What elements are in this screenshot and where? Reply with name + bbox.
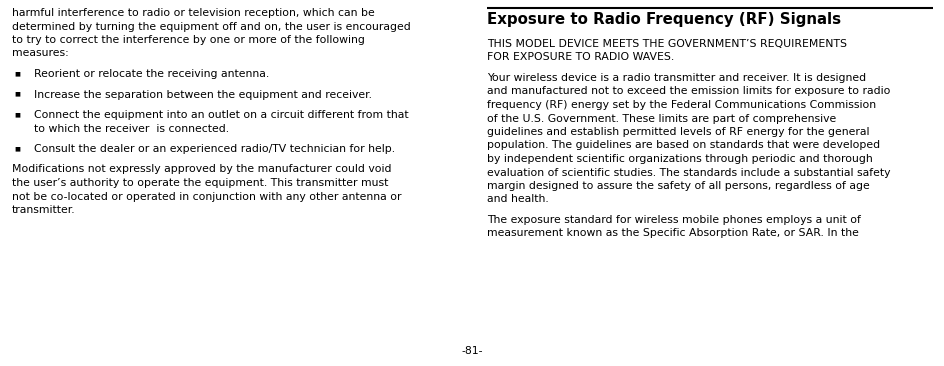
Text: not be co-located or operated in conjunction with any other antenna or: not be co-located or operated in conjunc… bbox=[12, 191, 401, 202]
Text: by independent scientific organizations through periodic and thorough: by independent scientific organizations … bbox=[486, 154, 872, 164]
Text: harmful interference to radio or television reception, which can be: harmful interference to radio or televis… bbox=[12, 8, 375, 18]
Text: to which the receiver  is connected.: to which the receiver is connected. bbox=[34, 123, 228, 134]
Text: guidelines and establish permitted levels of RF energy for the general: guidelines and establish permitted level… bbox=[486, 127, 868, 137]
Text: Connect the equipment into an outlet on a circuit different from that: Connect the equipment into an outlet on … bbox=[34, 110, 408, 120]
Text: and manufactured not to exceed the emission limits for exposure to radio: and manufactured not to exceed the emiss… bbox=[486, 86, 889, 97]
Text: ■: ■ bbox=[14, 112, 20, 117]
Text: FOR EXPOSURE TO RADIO WAVES.: FOR EXPOSURE TO RADIO WAVES. bbox=[486, 52, 673, 63]
Text: ■: ■ bbox=[14, 92, 20, 97]
Text: Reorient or relocate the receiving antenna.: Reorient or relocate the receiving anten… bbox=[34, 69, 269, 79]
Text: Modifications not expressly approved by the manufacturer could void: Modifications not expressly approved by … bbox=[12, 164, 391, 175]
Text: measures:: measures: bbox=[12, 49, 69, 59]
Text: Consult the dealer or an experienced radio/TV technician for help.: Consult the dealer or an experienced rad… bbox=[34, 144, 395, 154]
Text: -81-: -81- bbox=[462, 346, 482, 356]
Text: population. The guidelines are based on standards that were developed: population. The guidelines are based on … bbox=[486, 141, 879, 150]
Text: Exposure to Radio Frequency (RF) Signals: Exposure to Radio Frequency (RF) Signals bbox=[486, 12, 840, 27]
Text: frequency (RF) energy set by the Federal Communications Commission: frequency (RF) energy set by the Federal… bbox=[486, 100, 875, 110]
Text: to try to correct the interference by one or more of the following: to try to correct the interference by on… bbox=[12, 35, 364, 45]
Text: ■: ■ bbox=[14, 71, 20, 76]
Text: transmitter.: transmitter. bbox=[12, 205, 76, 215]
Text: the user’s authority to operate the equipment. This transmitter must: the user’s authority to operate the equi… bbox=[12, 178, 388, 188]
Text: measurement known as the Specific Absorption Rate, or SAR. In the: measurement known as the Specific Absorp… bbox=[486, 228, 858, 239]
Text: Your wireless device is a radio transmitter and receiver. It is designed: Your wireless device is a radio transmit… bbox=[486, 73, 866, 83]
Text: margin designed to assure the safety of all persons, regardless of age: margin designed to assure the safety of … bbox=[486, 181, 868, 191]
Text: THIS MODEL DEVICE MEETS THE GOVERNMENT’S REQUIREMENTS: THIS MODEL DEVICE MEETS THE GOVERNMENT’S… bbox=[486, 39, 846, 49]
Text: The exposure standard for wireless mobile phones employs a unit of: The exposure standard for wireless mobil… bbox=[486, 215, 860, 225]
Text: evaluation of scientific studies. The standards include a substantial safety: evaluation of scientific studies. The st… bbox=[486, 168, 889, 178]
Text: Increase the separation between the equipment and receiver.: Increase the separation between the equi… bbox=[34, 90, 372, 100]
Text: ■: ■ bbox=[14, 146, 20, 151]
Text: and health.: and health. bbox=[486, 194, 548, 205]
Text: of the U.S. Government. These limits are part of comprehensive: of the U.S. Government. These limits are… bbox=[486, 113, 835, 123]
Text: determined by turning the equipment off and on, the user is encouraged: determined by turning the equipment off … bbox=[12, 22, 411, 31]
